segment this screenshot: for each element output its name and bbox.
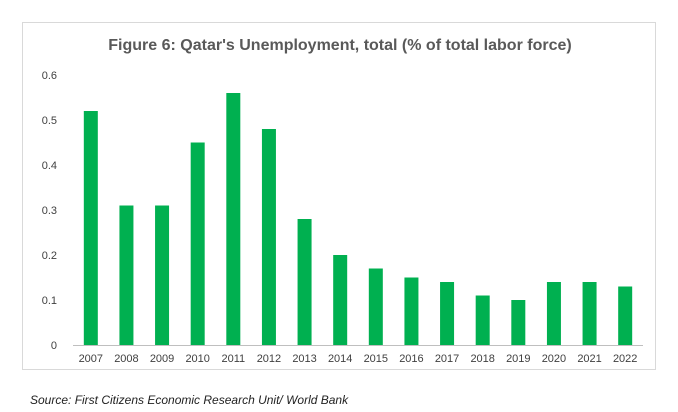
y-tick-label: 0 xyxy=(51,340,57,352)
chart-container: Figure 6: Qatar's Unemployment, total (%… xyxy=(22,22,656,370)
bar-2021 xyxy=(582,282,597,345)
x-tick-label: 2014 xyxy=(328,353,352,365)
chart-title: Figure 6: Qatar's Unemployment, total (%… xyxy=(108,37,572,54)
bar-2019 xyxy=(511,300,526,345)
y-tick-label: 0.6 xyxy=(42,70,57,82)
bar-2018 xyxy=(475,295,490,345)
bar-2008 xyxy=(119,205,134,345)
x-tick-label: 2019 xyxy=(506,353,530,365)
x-tick-label: 2022 xyxy=(613,353,637,365)
bar-2007 xyxy=(83,111,98,345)
y-tick-label: 0.2 xyxy=(42,250,57,262)
y-tick-label: 0.3 xyxy=(42,205,57,217)
bar-2012 xyxy=(261,129,276,345)
bar-2015 xyxy=(368,268,383,345)
x-tick-label: 2011 xyxy=(221,353,245,365)
bar-chart: 0 0.1 0.2 0.3 0.4 0.5 0.6 2007 2008 2009 2010 2011… xyxy=(42,70,643,365)
x-tick-label: 2007 xyxy=(79,353,103,365)
x-tick-label: 2018 xyxy=(470,353,494,365)
x-tick-label: 2012 xyxy=(257,353,281,365)
bar-2009 xyxy=(155,205,170,345)
bar-2010 xyxy=(190,142,205,345)
bar-2016 xyxy=(404,277,419,345)
x-tick-label: 2021 xyxy=(577,353,601,365)
bar-2017 xyxy=(440,282,455,345)
x-tick-label: 2020 xyxy=(542,353,566,365)
bar-2014 xyxy=(333,255,348,345)
x-tick-label: 2016 xyxy=(399,353,423,365)
y-tick-label: 0.5 xyxy=(42,115,57,127)
bar-2022 xyxy=(618,286,633,345)
x-tick-label: 2009 xyxy=(150,353,174,365)
bar-2020 xyxy=(546,282,561,345)
bar-series xyxy=(83,93,633,345)
x-tick-label: 2017 xyxy=(435,353,459,365)
x-tick-label: 2010 xyxy=(185,353,209,365)
y-tick-label: 0.1 xyxy=(42,295,57,307)
x-tick-label: 2015 xyxy=(364,353,388,365)
x-tick-label: 2008 xyxy=(114,353,138,365)
bar-2011 xyxy=(226,93,241,345)
y-axis: 0 0.1 0.2 0.3 0.4 0.5 0.6 xyxy=(42,70,57,352)
y-tick-label: 0.4 xyxy=(42,160,57,172)
x-tick-label: 2013 xyxy=(292,353,316,365)
source-note: Source: First Citizens Economic Research… xyxy=(30,393,349,407)
bar-2013 xyxy=(297,219,312,345)
x-axis: 2007 2008 2009 2010 2011 2012 2013 2014 2015 2016… xyxy=(79,353,638,365)
